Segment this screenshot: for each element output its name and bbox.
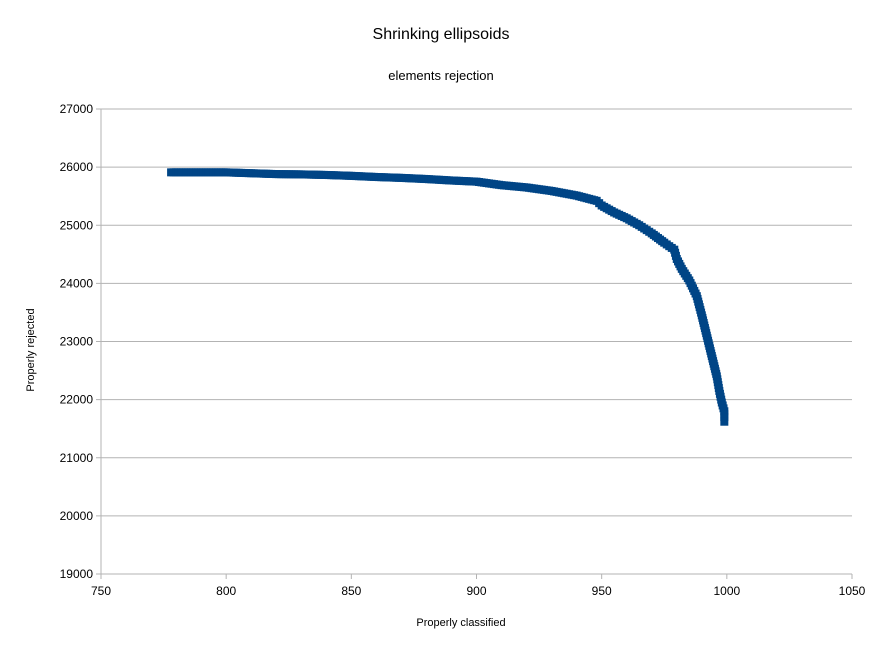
x-tick-label: 750	[91, 584, 111, 598]
y-tick-label: 24000	[60, 276, 94, 290]
x-tick-label: 1050	[839, 584, 866, 598]
y-tick-label: 25000	[60, 218, 94, 232]
x-tick-label: 850	[341, 584, 361, 598]
y-tick-label: 27000	[60, 102, 94, 116]
data-point-layer	[167, 168, 729, 426]
y-tick-label: 22000	[60, 393, 94, 407]
y-tick-label: 26000	[60, 160, 94, 174]
x-tick-label: 950	[592, 584, 612, 598]
x-tick-label: 800	[216, 584, 236, 598]
x-tick-label: 1000	[713, 584, 740, 598]
y-axis-label: Properly rejected	[25, 308, 37, 391]
x-axis-label: Properly classified	[416, 617, 505, 629]
y-tick-label: 21000	[60, 451, 94, 465]
tick-layer: 19000 20000 21000 22000 23000 24000 25000 26000…	[60, 102, 866, 598]
data-point	[720, 417, 729, 426]
chart-subtitle: elements rejection	[388, 68, 494, 83]
grid-layer	[96, 108, 853, 579]
data-point	[720, 413, 729, 422]
y-tick-label: 19000	[60, 567, 94, 581]
y-tick-label: 20000	[60, 509, 94, 523]
x-tick-label: 900	[466, 584, 486, 598]
chart-title: Shrinking ellipsoids	[373, 26, 510, 43]
y-tick-label: 23000	[60, 335, 94, 349]
